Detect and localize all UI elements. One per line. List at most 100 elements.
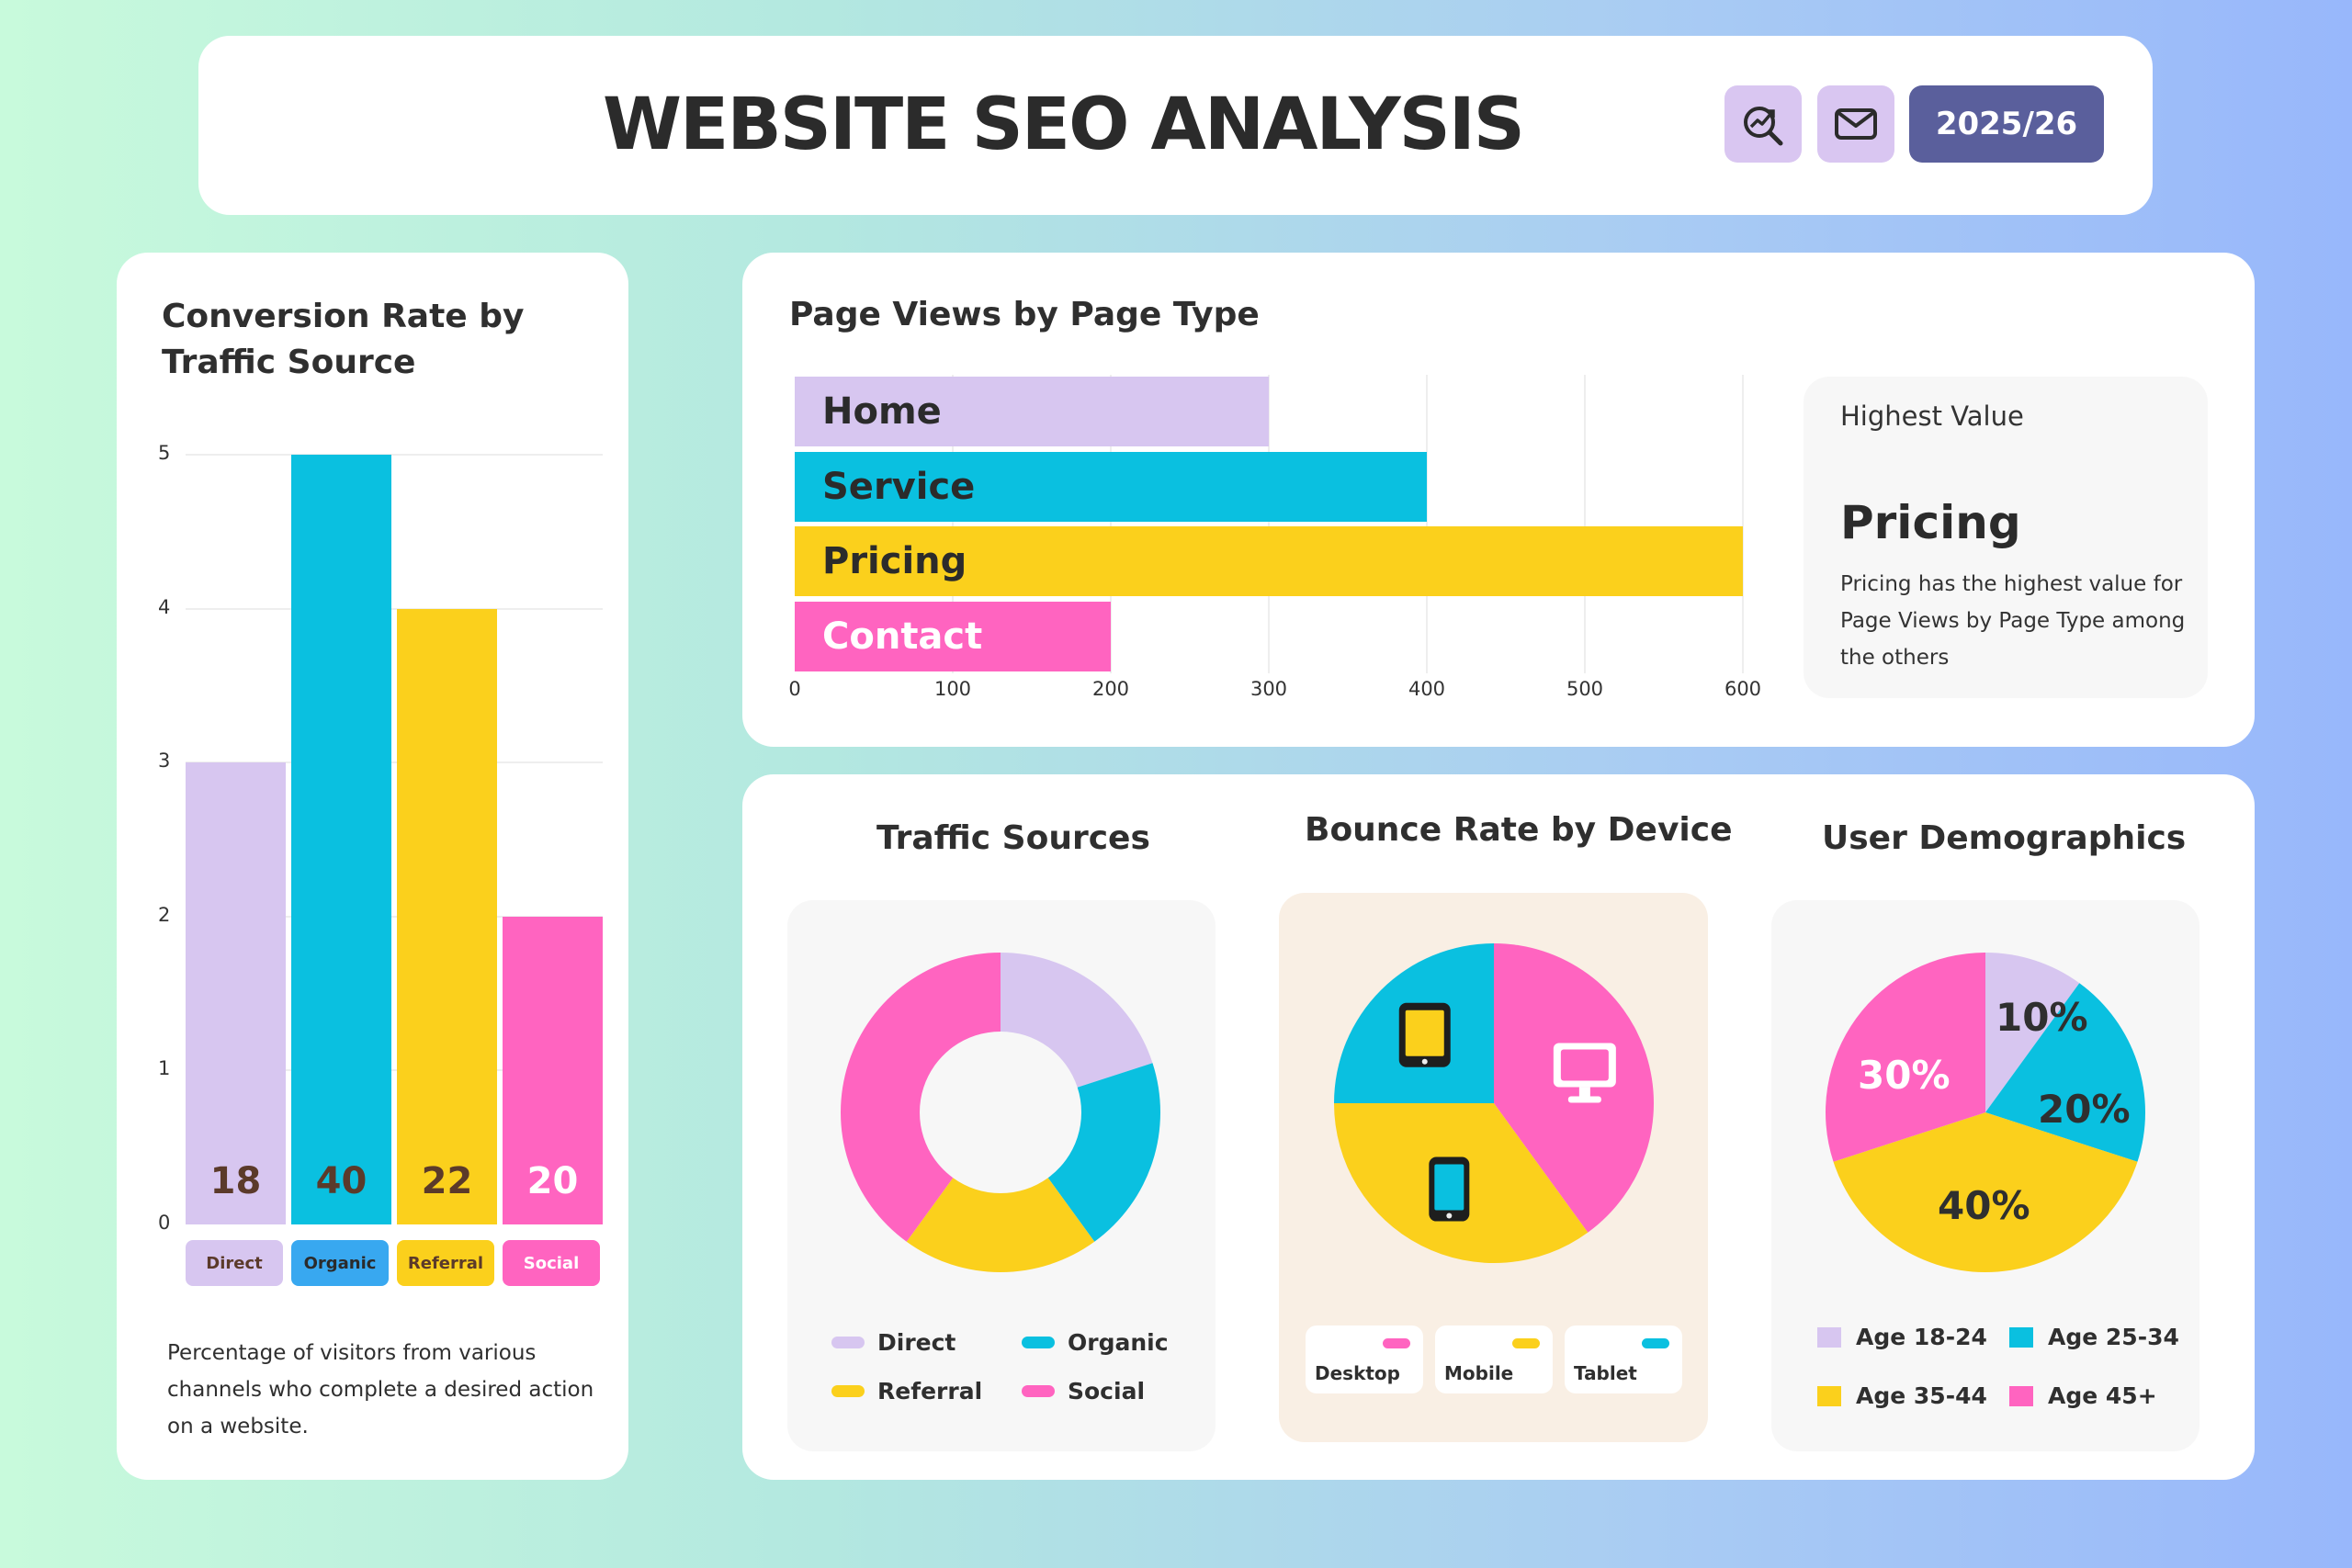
header-bar: WEBSITE SEO ANALYSIS 2025/26 xyxy=(198,36,2153,215)
y-tick-label: 2 xyxy=(158,903,171,926)
hbar-service: Service xyxy=(795,451,1427,522)
legend-age-35-44: Age 35-44 xyxy=(1817,1382,1987,1409)
x-tick-label: 300 xyxy=(1250,678,1288,700)
bounce-rate-pie xyxy=(1334,943,1654,1263)
x-tick-label: 200 xyxy=(1091,678,1130,700)
highest-value-heading: Highest Value xyxy=(1840,400,2024,432)
bounce-rate-title: Bounce Rate by Device xyxy=(1305,811,1733,849)
legend-direct-label: Direct xyxy=(877,1329,956,1356)
pie-label-age-45-plus: 30% xyxy=(1858,1053,1951,1098)
user-demographics-title: User Demographics xyxy=(1822,819,2187,857)
x-category-label: Direct xyxy=(186,1240,283,1286)
legend-social: Social xyxy=(1022,1378,1145,1404)
legend-social-swatch xyxy=(1022,1385,1055,1397)
page-title: WEBSITE SEO ANALYSIS xyxy=(603,84,1525,166)
legend-organic-label: Organic xyxy=(1068,1329,1169,1356)
legend-organic: Organic xyxy=(1022,1329,1169,1356)
x-category-label: Organic xyxy=(291,1240,389,1286)
y-gridline xyxy=(186,454,603,456)
legend-desktop: Desktop xyxy=(1306,1325,1423,1393)
legend-social-label: Social xyxy=(1068,1378,1146,1404)
mail-button[interactable] xyxy=(1817,85,1894,163)
y-gridline xyxy=(186,915,603,918)
hbar-home: Home xyxy=(795,377,1269,446)
legend-referral-swatch xyxy=(831,1385,865,1397)
legend-desktop-label: Desktop xyxy=(1315,1362,1400,1384)
slice-age-45-plus xyxy=(1826,953,1985,1162)
hbar-category-label: Home xyxy=(822,390,942,433)
hbar-contact: Contact xyxy=(795,601,1111,671)
x-gridline xyxy=(1110,375,1112,673)
y-tick-label: 4 xyxy=(158,595,171,618)
search-analytics-button[interactable] xyxy=(1724,85,1802,163)
legend-age-45-plus-label: Age 45+ xyxy=(2048,1382,2157,1409)
y-tick-label: 3 xyxy=(158,750,171,773)
conversion-caption: Percentage of visitors from various chan… xyxy=(167,1341,594,1438)
hbar-category-label: Service xyxy=(822,465,976,508)
legend-desktop-swatch xyxy=(1383,1338,1410,1348)
x-gridline xyxy=(952,375,954,673)
bar-referral xyxy=(397,608,497,1224)
user-demographics-pie xyxy=(1826,953,2145,1272)
hbar-category-label: Contact xyxy=(822,615,983,658)
y-gridline xyxy=(186,761,603,764)
mail-icon xyxy=(1835,108,1877,140)
search-analytics-icon xyxy=(1744,107,1783,146)
x-category-label: Referral xyxy=(397,1240,494,1286)
legend-referral: Referral xyxy=(831,1378,982,1404)
x-tick-label: 100 xyxy=(933,678,972,700)
hbar-pricing: Pricing xyxy=(795,526,1743,596)
bar-value-label: 22 xyxy=(421,1160,473,1202)
legend-age-18-24-swatch xyxy=(1817,1326,1841,1348)
slice-age-18-24 xyxy=(1985,953,2080,1112)
legend-age-25-34: Age 25-34 xyxy=(2009,1324,2179,1350)
pie-label-age-18-24: 10% xyxy=(1996,995,2088,1040)
bar-organic xyxy=(291,455,391,1224)
slice-desktop xyxy=(1494,943,1654,1233)
y-tick-label: 1 xyxy=(158,1057,171,1080)
pie-label-age-25-34: 20% xyxy=(2038,1087,2131,1132)
y-tick-label: 5 xyxy=(158,442,171,464)
x-gridline xyxy=(1742,375,1744,673)
legend-age-35-44-swatch xyxy=(1817,1385,1841,1406)
x-gridline xyxy=(1426,375,1428,673)
slice-referral xyxy=(906,1178,1095,1272)
slice-social xyxy=(841,953,1001,1242)
legend-age-18-24-label: Age 18-24 xyxy=(1856,1324,1987,1350)
legend-age-18-24: Age 18-24 xyxy=(1817,1324,1987,1350)
bar-value-label: 18 xyxy=(209,1160,262,1202)
bar-direct xyxy=(186,762,286,1224)
legend-tablet-swatch xyxy=(1642,1338,1669,1348)
year-selector-button[interactable]: 2025/26 xyxy=(1909,85,2104,163)
legend-tablet-label: Tablet xyxy=(1574,1362,1637,1384)
legend-direct: Direct xyxy=(831,1329,956,1356)
legend-age-45-plus-swatch xyxy=(2009,1385,2033,1406)
highest-value-panel: Highest Value Pricing Pricing has the hi… xyxy=(1804,377,2208,698)
bar-social xyxy=(503,916,603,1224)
highest-value-description: Pricing has the highest value for Page V… xyxy=(1840,572,2186,670)
slice-age-25-34 xyxy=(1985,983,2145,1162)
x-gridline xyxy=(1584,375,1586,673)
x-gridline xyxy=(1268,375,1270,673)
page-views-chart-title: Page Views by Page Type xyxy=(789,296,1260,333)
legend-age-35-44-label: Age 35-44 xyxy=(1856,1382,1987,1409)
x-category-label: Social xyxy=(503,1240,600,1286)
legend-tablet: Tablet xyxy=(1565,1325,1682,1393)
legend-mobile-label: Mobile xyxy=(1444,1362,1514,1384)
legend-direct-swatch xyxy=(831,1337,865,1348)
legend-age-25-34-label: Age 25-34 xyxy=(2048,1324,2179,1350)
legend-organic-swatch xyxy=(1022,1337,1055,1348)
legend-age-25-34-swatch xyxy=(2009,1326,2033,1348)
x-tick-label: 500 xyxy=(1566,678,1604,700)
hbar-category-label: Pricing xyxy=(822,540,967,582)
y-gridline xyxy=(186,1069,603,1072)
slice-age-35-44 xyxy=(1833,1112,2138,1272)
legend-mobile: Mobile xyxy=(1435,1325,1553,1393)
x-tick-label: 600 xyxy=(1724,678,1762,700)
x-tick-label: 0 xyxy=(788,678,801,700)
legend-mobile-swatch xyxy=(1512,1338,1540,1348)
pie-label-age-35-44: 40% xyxy=(1938,1183,2030,1228)
mobile-icon xyxy=(1429,1156,1470,1222)
y-tick-label: 0 xyxy=(158,1212,171,1234)
legend-referral-label: Referral xyxy=(877,1378,983,1404)
